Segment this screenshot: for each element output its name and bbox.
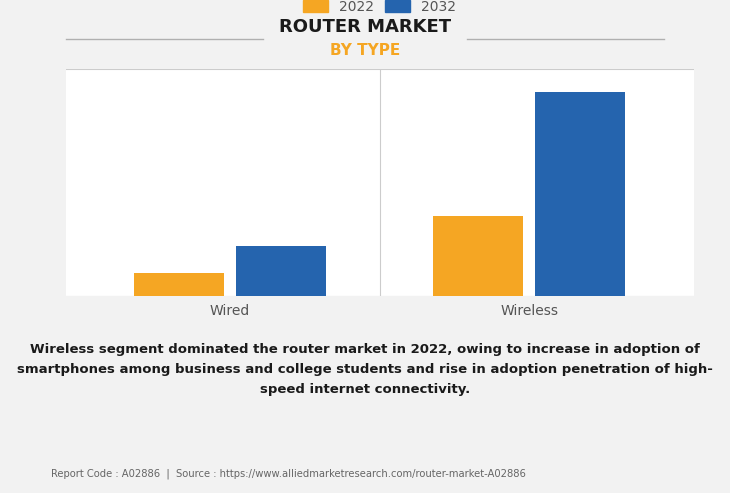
Bar: [134, 273, 224, 296]
Bar: [535, 92, 625, 296]
Text: BY TYPE: BY TYPE: [330, 43, 400, 58]
Bar: [236, 246, 326, 296]
Text: Report Code : A02886  |  Source : https://www.alliedmarketresearch.com/router-ma: Report Code : A02886 | Source : https://…: [51, 469, 526, 479]
Text: ROUTER MARKET: ROUTER MARKET: [279, 18, 451, 36]
Text: Wireless segment dominated the router market in 2022, owing to increase in adopt: Wireless segment dominated the router ma…: [17, 343, 713, 396]
Legend: 2022, 2032: 2022, 2032: [297, 0, 462, 19]
Bar: [434, 216, 523, 296]
